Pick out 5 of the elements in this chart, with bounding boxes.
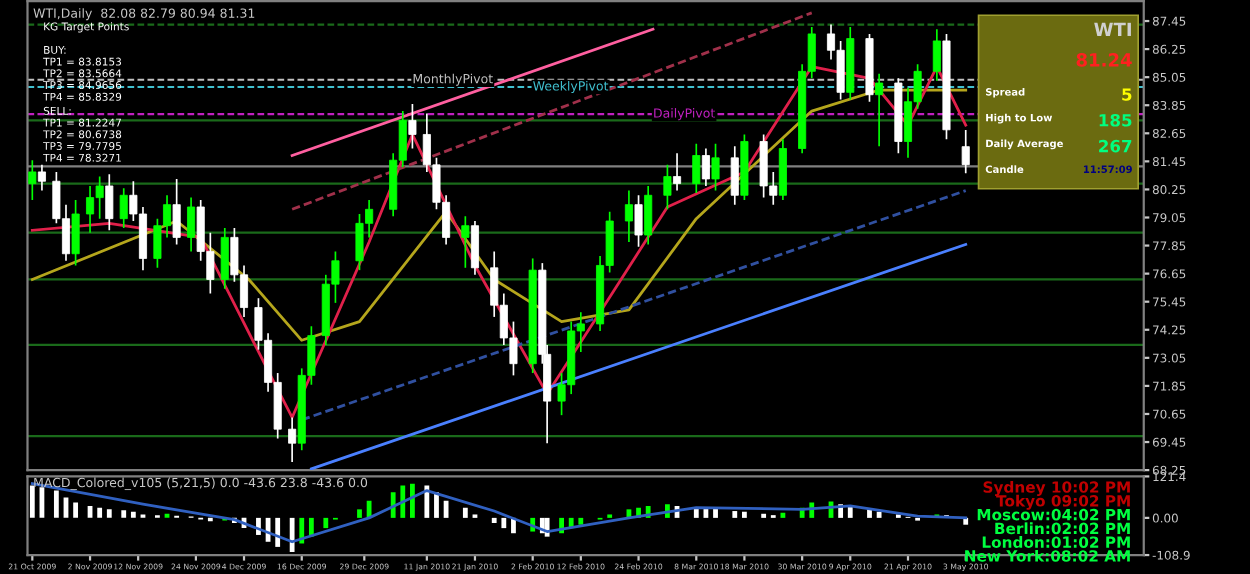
- annotation: 81.24: [1076, 53, 1132, 67]
- annotation: 267: [1099, 139, 1132, 153]
- annotation: 185: [1099, 113, 1132, 127]
- annotation: WTI: [1094, 22, 1131, 36]
- annotation: 5: [1122, 88, 1132, 101]
